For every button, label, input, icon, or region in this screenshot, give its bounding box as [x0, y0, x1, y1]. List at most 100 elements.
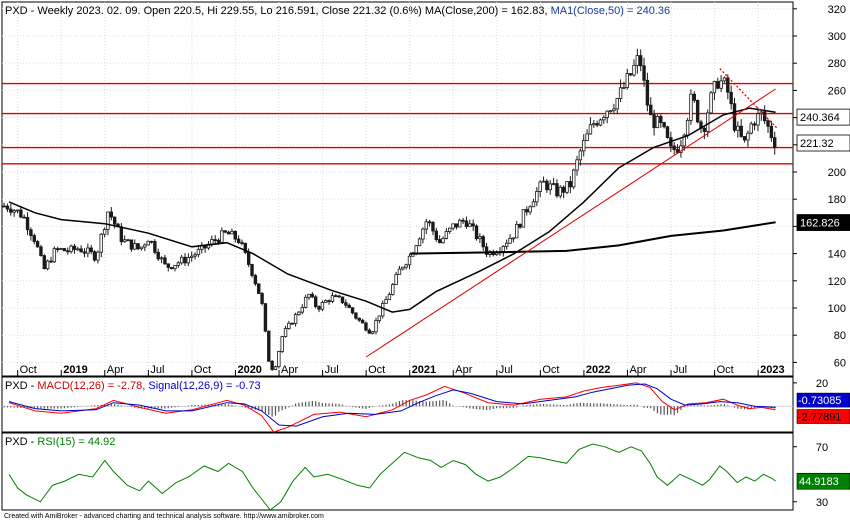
rsi-panel-frame: [1, 432, 794, 511]
candle-body: [270, 360, 274, 370]
candle-body: [649, 104, 653, 116]
price-panel-frame: [1, 1, 794, 377]
candle-body: [635, 55, 640, 66]
candle-body: [99, 233, 103, 253]
candle-body: [598, 119, 603, 126]
price-tick-label-120: 120: [828, 276, 846, 288]
candle-body: [511, 237, 516, 240]
candle-body: [625, 73, 629, 88]
candle-body: [615, 98, 619, 110]
candle-body: [679, 145, 683, 153]
candle-body: [565, 181, 569, 193]
candle-body: [290, 322, 294, 325]
footer-credit: Created with AmiBroker - advanced charti…: [4, 513, 324, 520]
date-x-axis: Oct 2019 Apr Jul Oct 2020 Apr Jul Oct 2021 Apr Jul O…: [17, 364, 785, 376]
candle-body: [82, 251, 87, 254]
candle-body: [749, 123, 753, 134]
candle-body: [769, 125, 774, 139]
candle-body: [427, 221, 432, 224]
rsi-line: [8, 443, 776, 511]
candle-body: [652, 114, 656, 129]
candle-body: [186, 257, 191, 264]
price-tick-label-140: 140: [828, 249, 846, 261]
candle-body: [712, 81, 717, 94]
price-tick-label-280: 280: [828, 58, 846, 70]
date-label-2021: 2021: [412, 364, 436, 376]
date-label-Oct: Oct: [368, 364, 385, 376]
candle-body: [588, 124, 593, 135]
candle-body: [9, 208, 13, 213]
candle-body: [179, 256, 184, 264]
rsi-title-prefix: PXD -: [5, 436, 37, 448]
candle-body: [756, 113, 760, 126]
price-title: PXD - Weekly 2023. 02. 09. Open 220.5, H…: [5, 5, 670, 17]
candle-body: [478, 236, 482, 240]
candle-body: [92, 251, 97, 261]
candle-body: [86, 247, 90, 254]
candle-body: [585, 133, 589, 141]
candle-body: [726, 77, 730, 93]
candle-body: [404, 264, 408, 268]
candle-body: [441, 238, 445, 244]
candle-body: [387, 294, 392, 300]
candle-body: [729, 91, 733, 105]
candle-body: [324, 300, 328, 303]
macd-value-box-1: [796, 409, 850, 424]
candle-body: [340, 296, 345, 304]
candle-body: [79, 248, 83, 253]
candle-body: [504, 242, 509, 247]
candle-body: [578, 150, 583, 161]
candle-body: [233, 230, 237, 240]
candle-body: [76, 248, 80, 251]
candle-body: [236, 238, 241, 243]
date-label-Jul: Jul: [673, 364, 687, 376]
candle-body: [515, 223, 519, 239]
candle-body: [39, 246, 43, 257]
candle-body: [638, 55, 643, 67]
candle-body: [263, 303, 268, 332]
candle-body: [102, 229, 107, 235]
candle-body: [444, 231, 449, 239]
candle-body: [45, 260, 50, 270]
macd-series: [2, 382, 793, 433]
candle-body: [568, 181, 573, 188]
candle-body: [22, 216, 26, 219]
candle-body: [561, 186, 566, 193]
date-label-Oct: Oct: [194, 364, 211, 376]
candle-body: [602, 117, 606, 121]
candle-body: [692, 93, 697, 101]
rsi-value-label-0: 44.9183: [799, 476, 839, 488]
candle-body: [424, 221, 428, 230]
candle-body: [471, 223, 475, 227]
candle-body: [407, 255, 412, 266]
candle-body: [112, 216, 117, 225]
price-series: [2, 48, 793, 372]
candle-body: [72, 245, 77, 250]
candle-body: [682, 134, 686, 147]
price-tick-label-180: 180: [828, 194, 846, 206]
candle-body: [474, 225, 479, 240]
candle-body: [303, 296, 308, 308]
candle-body: [555, 183, 559, 197]
candle-body: [377, 315, 382, 321]
candle-body: [106, 211, 110, 230]
candle-body: [163, 257, 167, 265]
candle-body: [384, 299, 388, 304]
candle-body: [223, 230, 227, 233]
candle-body: [25, 217, 30, 231]
candle-body: [42, 255, 46, 270]
candle-body: [468, 223, 472, 227]
candle-body: [521, 209, 526, 228]
candle-body: [662, 122, 666, 128]
candle-body: [277, 351, 281, 368]
date-label-2023: 2023: [760, 364, 784, 376]
candle-body: [722, 77, 727, 82]
candle-body: [381, 302, 385, 317]
candle-body: [62, 248, 67, 252]
candle-body: [672, 145, 676, 150]
candle-body: [508, 237, 512, 244]
candle-body: [558, 186, 562, 197]
candle-body: [226, 231, 231, 235]
candle-body: [55, 248, 60, 251]
